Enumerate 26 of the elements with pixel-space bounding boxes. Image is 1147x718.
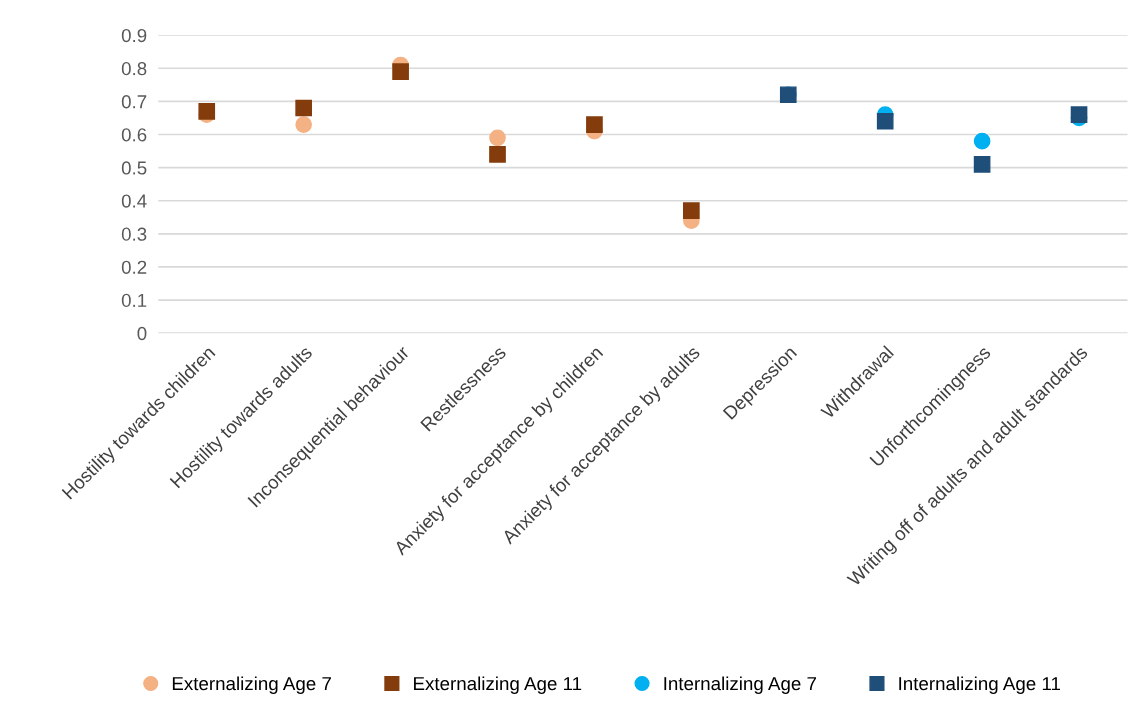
legend-label: Externalizing Age 7 — [172, 676, 331, 694]
legend-label: Externalizing Age 11 — [414, 676, 582, 694]
y-tick-label: 0.3 — [121, 227, 147, 241]
point — [198, 102, 216, 120]
y-tick-label: 0.4 — [121, 194, 147, 208]
point — [876, 112, 894, 130]
y-tick-label: 0 — [137, 326, 147, 341]
y-tick-label: 0.2 — [121, 260, 147, 274]
point — [586, 116, 603, 133]
y-tick-label: 0.7 — [121, 95, 147, 109]
legend-label: Internalizing Age 11 — [899, 676, 1060, 694]
y-tick-label: 0.5 — [121, 161, 147, 175]
point — [973, 155, 991, 173]
legend-label: Internalizing Age 7 — [664, 676, 817, 694]
y-tick-label: 0.8 — [121, 61, 147, 76]
point — [392, 63, 409, 80]
y-tick-label: 0.6 — [121, 128, 147, 142]
point — [973, 132, 991, 150]
point — [683, 202, 700, 219]
point — [489, 146, 506, 163]
y-tick-label: 0.1 — [121, 293, 147, 308]
y-tick-label: 0.9 — [121, 28, 147, 43]
point — [1070, 106, 1088, 123]
point — [295, 99, 313, 117]
point — [295, 116, 313, 133]
point — [489, 129, 506, 147]
